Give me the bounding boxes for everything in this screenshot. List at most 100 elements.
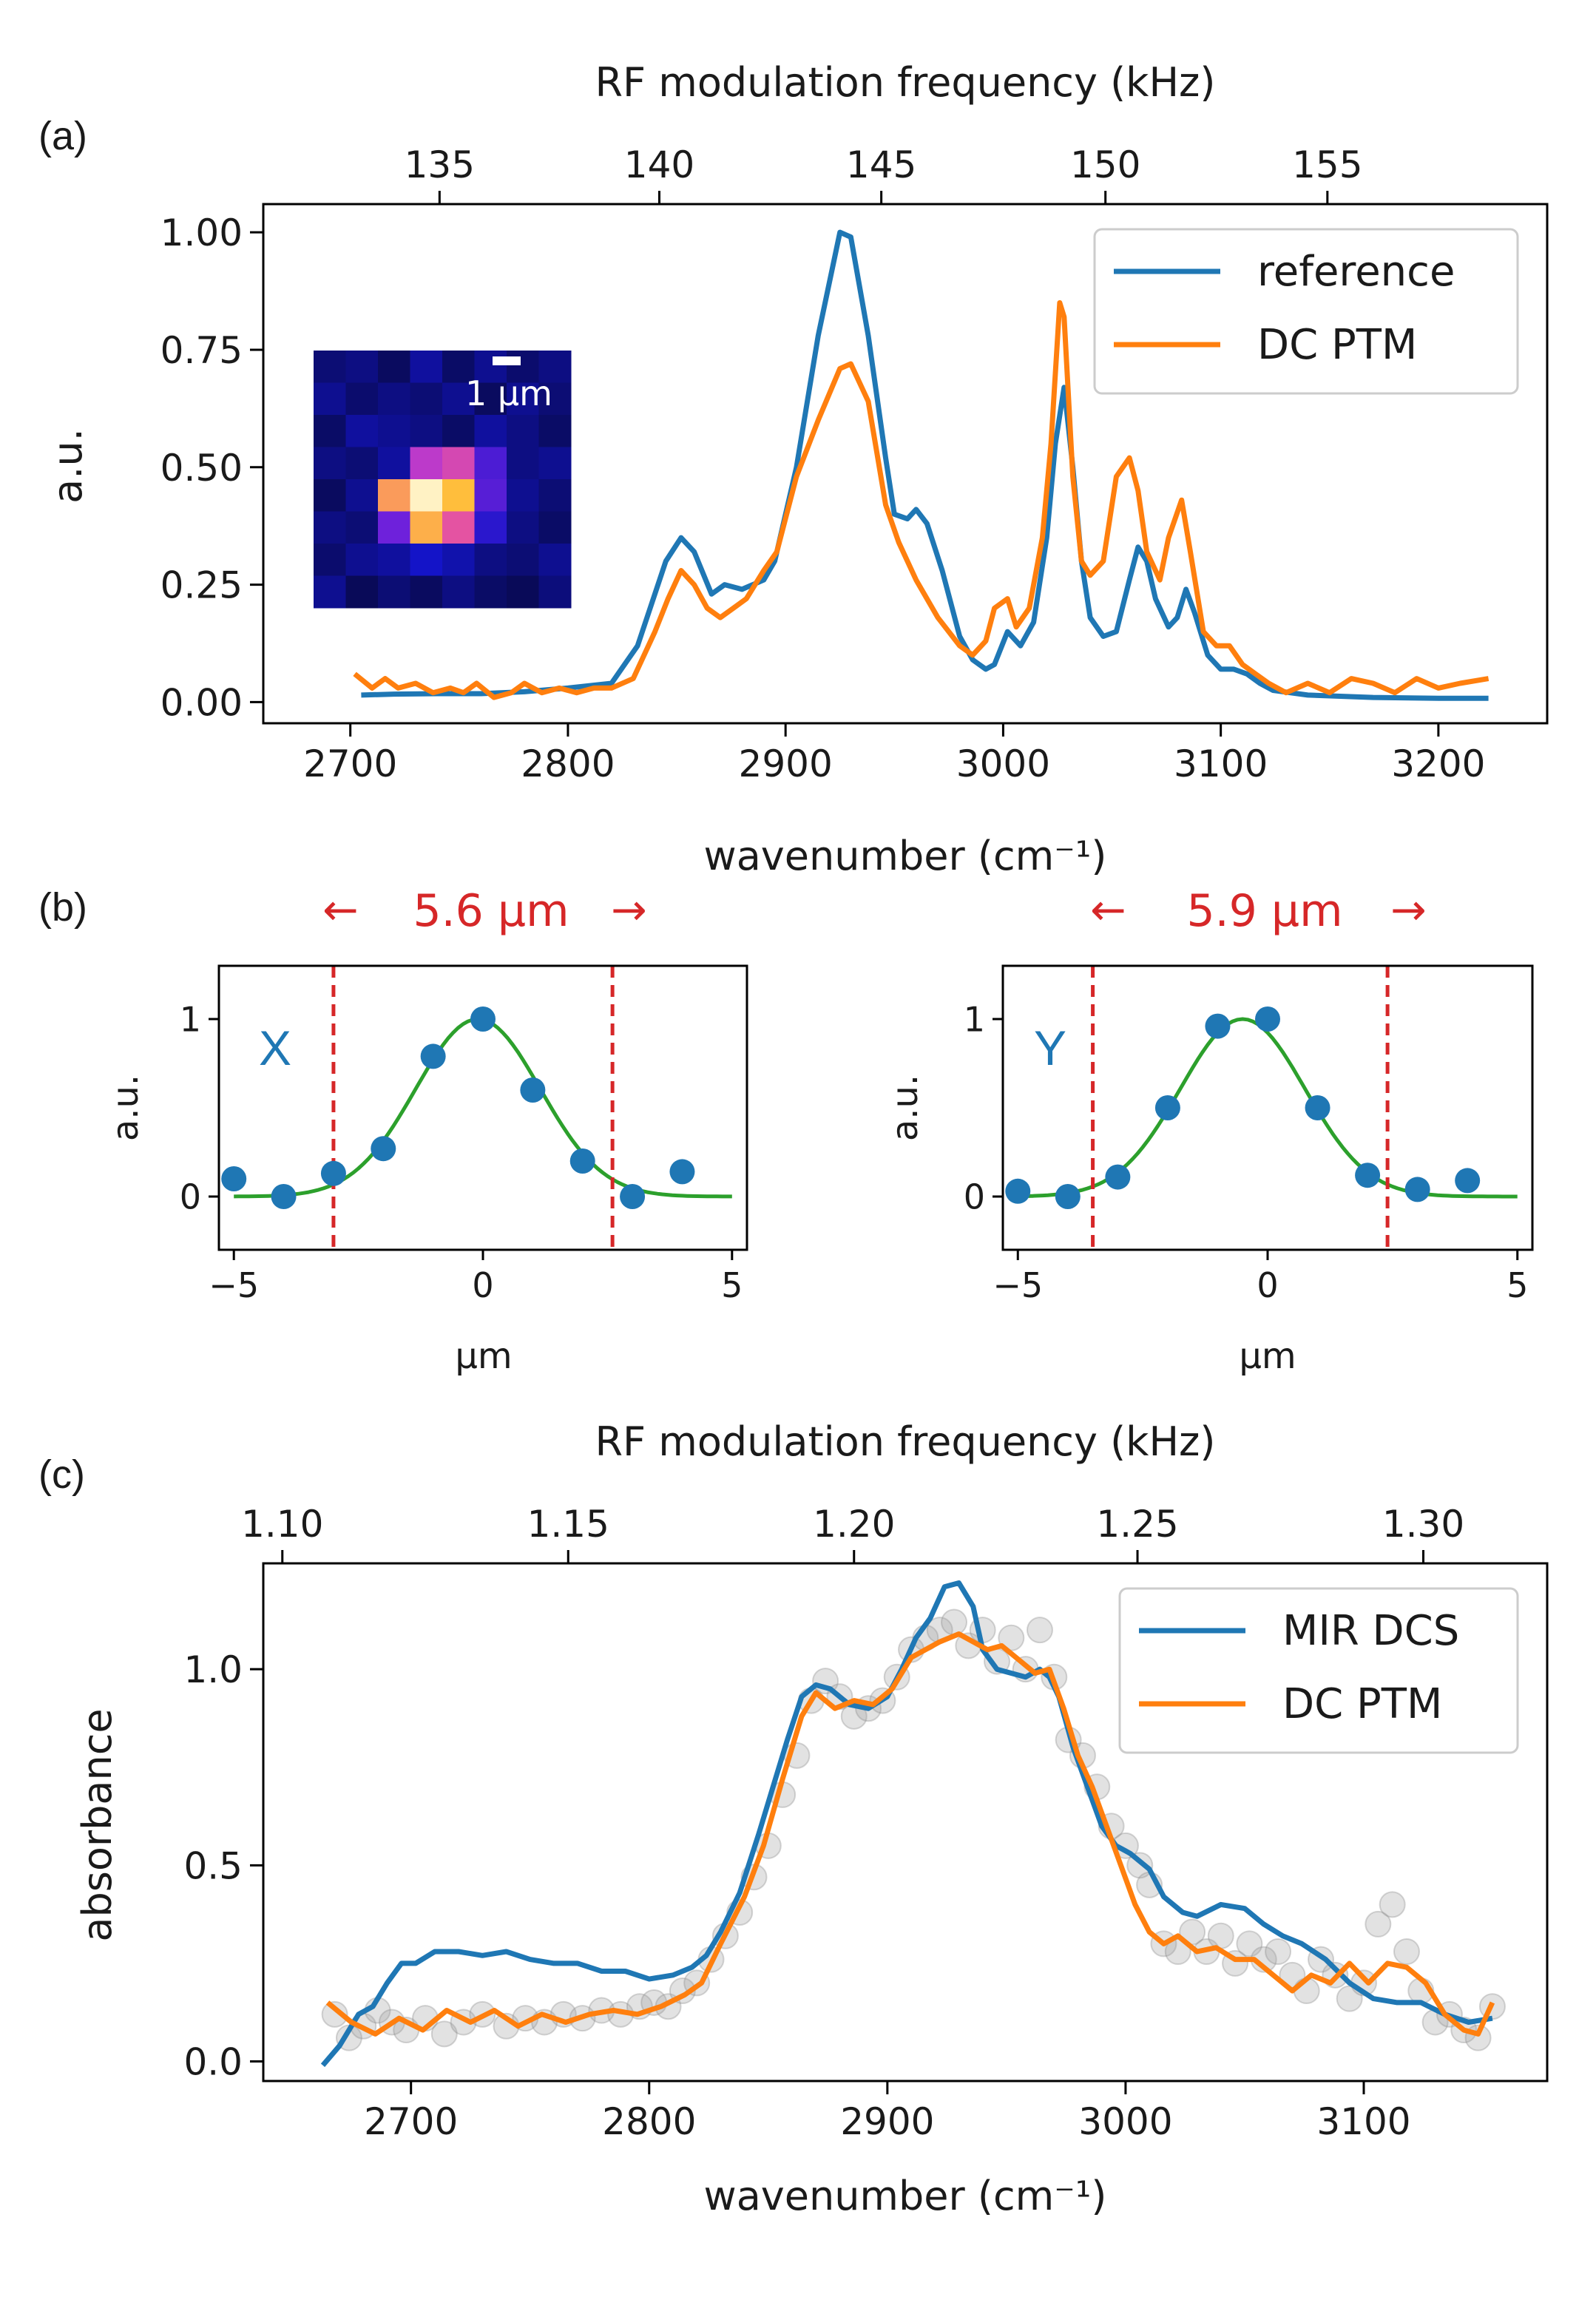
panel-a-plot-area: 2700 2800 2900 3000 3100 3200 0.00 0.25 0.50 0.75… (160, 203, 1549, 785)
panel-c-x-axis-label: wavenumber (cm⁻¹) (704, 2173, 1107, 2219)
heatmap-cell (507, 511, 539, 544)
panel-a: (a) RF modulation frequency (kHz) 135 140… (38, 59, 1549, 879)
panel-c-xtick-label: 3100 (1316, 2100, 1410, 2143)
heatmap-cell (314, 351, 346, 383)
panel-b-y-ytick-label: 1 (964, 1000, 985, 1040)
panel-b-x-gaussian-fit (234, 1017, 732, 1199)
heatmap-cell (442, 479, 475, 512)
heatmap-cell (474, 415, 507, 447)
panel-b-x-data-point (520, 1077, 546, 1103)
panel-c-ytick-label: 1.0 (183, 1648, 243, 1691)
heatmap-cell (314, 575, 346, 609)
panel-a-ytick-label: 0.50 (160, 447, 243, 490)
panel-b-y-data-point (1105, 1164, 1131, 1190)
panel-b-y-data-point (1355, 1163, 1381, 1188)
heatmap-cell (474, 544, 507, 576)
panel-b-y-data-point (1455, 1168, 1481, 1194)
heatmap-cell (345, 479, 379, 512)
heatmap-cell (474, 351, 507, 383)
heatmap-cell (345, 382, 379, 416)
heatmap-cell (314, 382, 346, 416)
panel-a-xtick-label: 2800 (521, 742, 615, 785)
heatmap-cell (378, 511, 410, 544)
panel-b-y-xtick-label: 0 (1257, 1265, 1278, 1305)
panel-a-legend: reference DC PTM (1093, 228, 1519, 395)
panel-c-gray-marker (1336, 1985, 1363, 2012)
heatmap-cell (410, 575, 443, 609)
panel-b-y-y-axis-label: a.u. (885, 1075, 926, 1141)
panel-b-x-xtick-label: 0 (472, 1265, 493, 1305)
heatmap-cell (507, 382, 539, 416)
panel-b-x-data-point (420, 1043, 446, 1069)
legend-label-reference: reference (1257, 248, 1455, 296)
panel-c-ytick-label: 0.0 (183, 2040, 243, 2083)
panel-a-top-tick-label: 140 (624, 143, 694, 186)
width-arrow-y: ← → 5.9 μm (1090, 884, 1427, 937)
width-label-y: 5.9 μm (1186, 885, 1342, 937)
panel-a-top-ticks: 135 140 145 150 155 (405, 143, 1363, 204)
panel-c-xtick-label: 2900 (840, 2100, 934, 2143)
panel-a-x-axis-label: wavenumber (cm⁻¹) (704, 833, 1107, 879)
panel-b: (b) ← → 5.6 μm −5 0 5 0 1 X μm a.u. ← → 5.9 … (38, 884, 1534, 1377)
panel-a-top-axis-label: RF modulation frequency (kHz) (595, 59, 1216, 106)
panel-b-x-data-point (470, 1006, 496, 1032)
panel-b-y-plot-area: −5 0 5 0 1 (964, 964, 1534, 1305)
panel-c-top-tick-label: 1.30 (1382, 1503, 1464, 1546)
panel-b-y-xtick-label: −5 (993, 1265, 1043, 1305)
panel-a-y-axis-label: a.u. (44, 428, 91, 504)
panel-c-top-tick-label: 1.25 (1096, 1503, 1178, 1546)
heatmap-cell (442, 544, 475, 576)
arrow-right-y: → (1390, 884, 1427, 935)
heatmap-cell (314, 415, 346, 447)
panel-a-xtick-label: 3200 (1391, 742, 1485, 785)
panel-a-ytick-label: 1.00 (160, 212, 243, 254)
heatmap-cell (345, 351, 379, 383)
panel-c-frame (262, 1562, 1549, 2082)
scale-bar-label: 1 μm (465, 373, 552, 413)
series-line-mir-dcs (320, 1580, 1493, 2068)
legend-label-mir-dcs: MIR DCS (1282, 1607, 1459, 1655)
panel-c-gray-marker (1379, 1891, 1406, 1918)
panel-a-xtick-label: 3100 (1174, 742, 1268, 785)
panel-b-x-data-point (620, 1184, 646, 1209)
heatmap-cell (442, 575, 475, 609)
panel-c-top-tick-label: 1.15 (527, 1503, 609, 1546)
series-line-dc-ptm (353, 300, 1490, 700)
panel-a-label: (a) (38, 114, 87, 158)
panel-c-gray-marker (1365, 1910, 1392, 1938)
panel-b-x-data-point (669, 1159, 695, 1185)
panel-c-xtick-label: 3000 (1078, 2100, 1172, 2143)
heatmap-cell (507, 447, 539, 480)
heatmap-cell (442, 511, 475, 544)
series-line-reference (361, 229, 1489, 701)
heatmap-cell (345, 575, 379, 609)
panel-b-y-data-point (1255, 1006, 1280, 1032)
heatmap-cell (538, 511, 572, 544)
heatmap-cell (474, 479, 507, 512)
panel-b-x-frame (217, 964, 748, 1251)
heatmap-cell (474, 447, 507, 480)
heatmap-cell (378, 447, 410, 480)
panel-b-x-data-point (271, 1184, 297, 1209)
heatmap-cell (474, 382, 507, 416)
panel-c-gray-marker (321, 2000, 348, 2028)
heatmap-cell (410, 415, 443, 447)
heatmap-cell (410, 479, 443, 512)
heatmap-cell (345, 511, 379, 544)
panel-a-top-tick-label: 135 (405, 143, 475, 186)
panel-c-plot-area: 2700 2800 2900 3000 3100 0.0 0.5 1.0 (183, 1562, 1549, 2143)
heatmap-cell (378, 544, 410, 576)
panel-b-x-plot-area: −5 0 5 0 1 (180, 964, 748, 1305)
panel-b-y-data-point (1154, 1095, 1180, 1120)
panel-c-top-ticks: 1.10 1.15 1.20 1.25 1.30 (241, 1503, 1464, 1563)
heatmap-cell (474, 511, 507, 544)
panel-c: (c) RF modulation frequency (kHz) 1.10 1.… (38, 1418, 1549, 2219)
panel-a-top-tick-label: 145 (846, 143, 916, 186)
heatmap-cell (442, 382, 475, 416)
panel-b-y-annotation: Y (1034, 1021, 1066, 1075)
heatmap-cell (378, 415, 410, 447)
panel-c-gray-marker (1265, 1938, 1292, 1965)
heatmap-cell (538, 382, 572, 416)
arrow-left-x: ← (322, 884, 359, 935)
